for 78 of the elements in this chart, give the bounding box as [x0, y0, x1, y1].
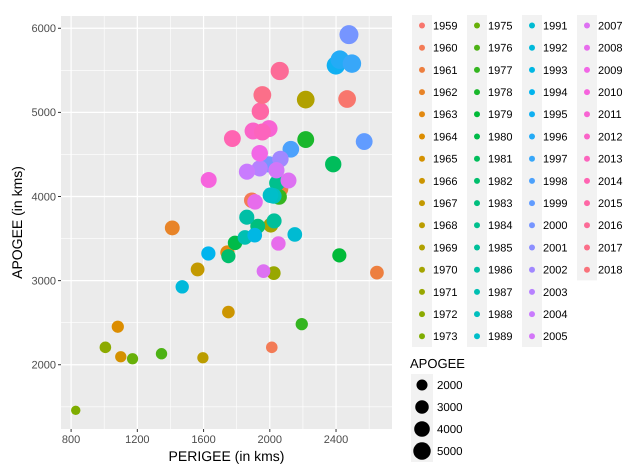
y-tick-label: 2000 — [32, 360, 56, 372]
legend-label: 1987 — [488, 286, 512, 299]
legend-label: 1980 — [488, 131, 512, 144]
legend-label: 2007 — [598, 20, 622, 32]
legend-label: 2010 — [598, 86, 622, 99]
legend-label: 1963 — [433, 109, 458, 122]
legend-label: 1975 — [488, 20, 512, 32]
legend-label: 1997 — [543, 154, 568, 166]
legend-label: 5000 — [437, 446, 463, 458]
x-tick-label: 2400 — [324, 434, 348, 446]
legend-label: 2008 — [598, 42, 622, 55]
legend-label: 1965 — [433, 154, 458, 166]
legend-label: 2000 — [543, 220, 568, 232]
legend-label: 1981 — [488, 154, 512, 166]
legend-label: 1995 — [543, 109, 568, 122]
size-legend-key: 2000 — [411, 374, 463, 396]
legend-label: 1991 — [543, 20, 568, 32]
legend-title: APOGEE — [410, 356, 466, 371]
x-tick-label: 1600 — [191, 434, 216, 446]
legend-label: 2011 — [598, 109, 622, 122]
legend-label: 2017 — [598, 242, 622, 254]
legend-label: 1983 — [488, 198, 512, 210]
size-legend-key: 4000 — [411, 418, 463, 440]
legend-label: 2000 — [437, 380, 463, 392]
legend-label: 1988 — [488, 308, 512, 321]
legend-label: 1999 — [543, 198, 568, 210]
legend-label: 1985 — [488, 242, 512, 254]
legend-label: 1960 — [433, 42, 458, 55]
legend-label: 1996 — [543, 131, 568, 144]
y-tick-label: 3000 — [32, 275, 56, 288]
legend-label: 1978 — [488, 86, 512, 99]
legend-label: 2001 — [543, 242, 568, 254]
y-tick-label: 4000 — [32, 191, 56, 204]
legend-label: 1968 — [433, 220, 458, 232]
legend-label: 2013 — [598, 154, 622, 166]
legend-label: 1989 — [488, 331, 512, 344]
legend-label: 1964 — [433, 131, 458, 144]
legend-label: 1998 — [543, 176, 568, 188]
legend-label: 4000 — [437, 424, 463, 436]
legend-label: 1979 — [488, 109, 512, 122]
legend-label: 1966 — [433, 176, 458, 188]
legend-label: 1984 — [488, 220, 512, 232]
legend-label: 1992 — [543, 42, 568, 55]
y-tick-label: 5000 — [32, 107, 56, 120]
legend-label: 1994 — [543, 86, 568, 99]
legend-label: 1959 — [433, 20, 458, 32]
legend-label: 2012 — [598, 131, 622, 144]
legend-label: 1971 — [433, 286, 458, 299]
legend-label: 1977 — [488, 64, 512, 77]
legend-label: 2005 — [543, 331, 568, 344]
legend-label: 2004 — [543, 308, 568, 321]
legend-label: 2003 — [543, 286, 568, 299]
legend-label: 2014 — [598, 176, 622, 188]
legend-label: 1982 — [488, 176, 512, 188]
legend-label: 1973 — [433, 331, 458, 344]
legend-label: 2015 — [598, 198, 622, 210]
x-tick-label: 2000 — [258, 434, 282, 446]
legend-label: 2002 — [543, 264, 568, 277]
legend-label: 1969 — [433, 242, 458, 254]
legend-label: 1962 — [433, 86, 458, 99]
legend-label: 1961 — [433, 64, 458, 77]
legend-label: 1967 — [433, 198, 458, 210]
legend-label: 1993 — [543, 64, 568, 77]
legend-label: 3000 — [437, 402, 463, 414]
y-axis-title: APOGEE (in kms) — [9, 166, 25, 279]
legend-label: 1986 — [488, 264, 512, 277]
x-axis-title: PERIGEE (in kms) — [168, 448, 284, 464]
size-legend-key: 5000 — [411, 440, 463, 462]
x-tick-label: 1200 — [125, 434, 150, 446]
legend-label: 1972 — [433, 308, 458, 321]
x-tick-label: 800 — [62, 434, 80, 446]
legend-label: 2009 — [598, 64, 622, 77]
y-tick-label: 6000 — [32, 23, 56, 36]
legend-label: 2016 — [598, 220, 622, 232]
legend-label: 2018 — [598, 264, 622, 277]
legend-label: 1970 — [433, 264, 458, 277]
size-legend-key: 3000 — [411, 396, 463, 418]
legend-label: 1976 — [488, 42, 512, 55]
